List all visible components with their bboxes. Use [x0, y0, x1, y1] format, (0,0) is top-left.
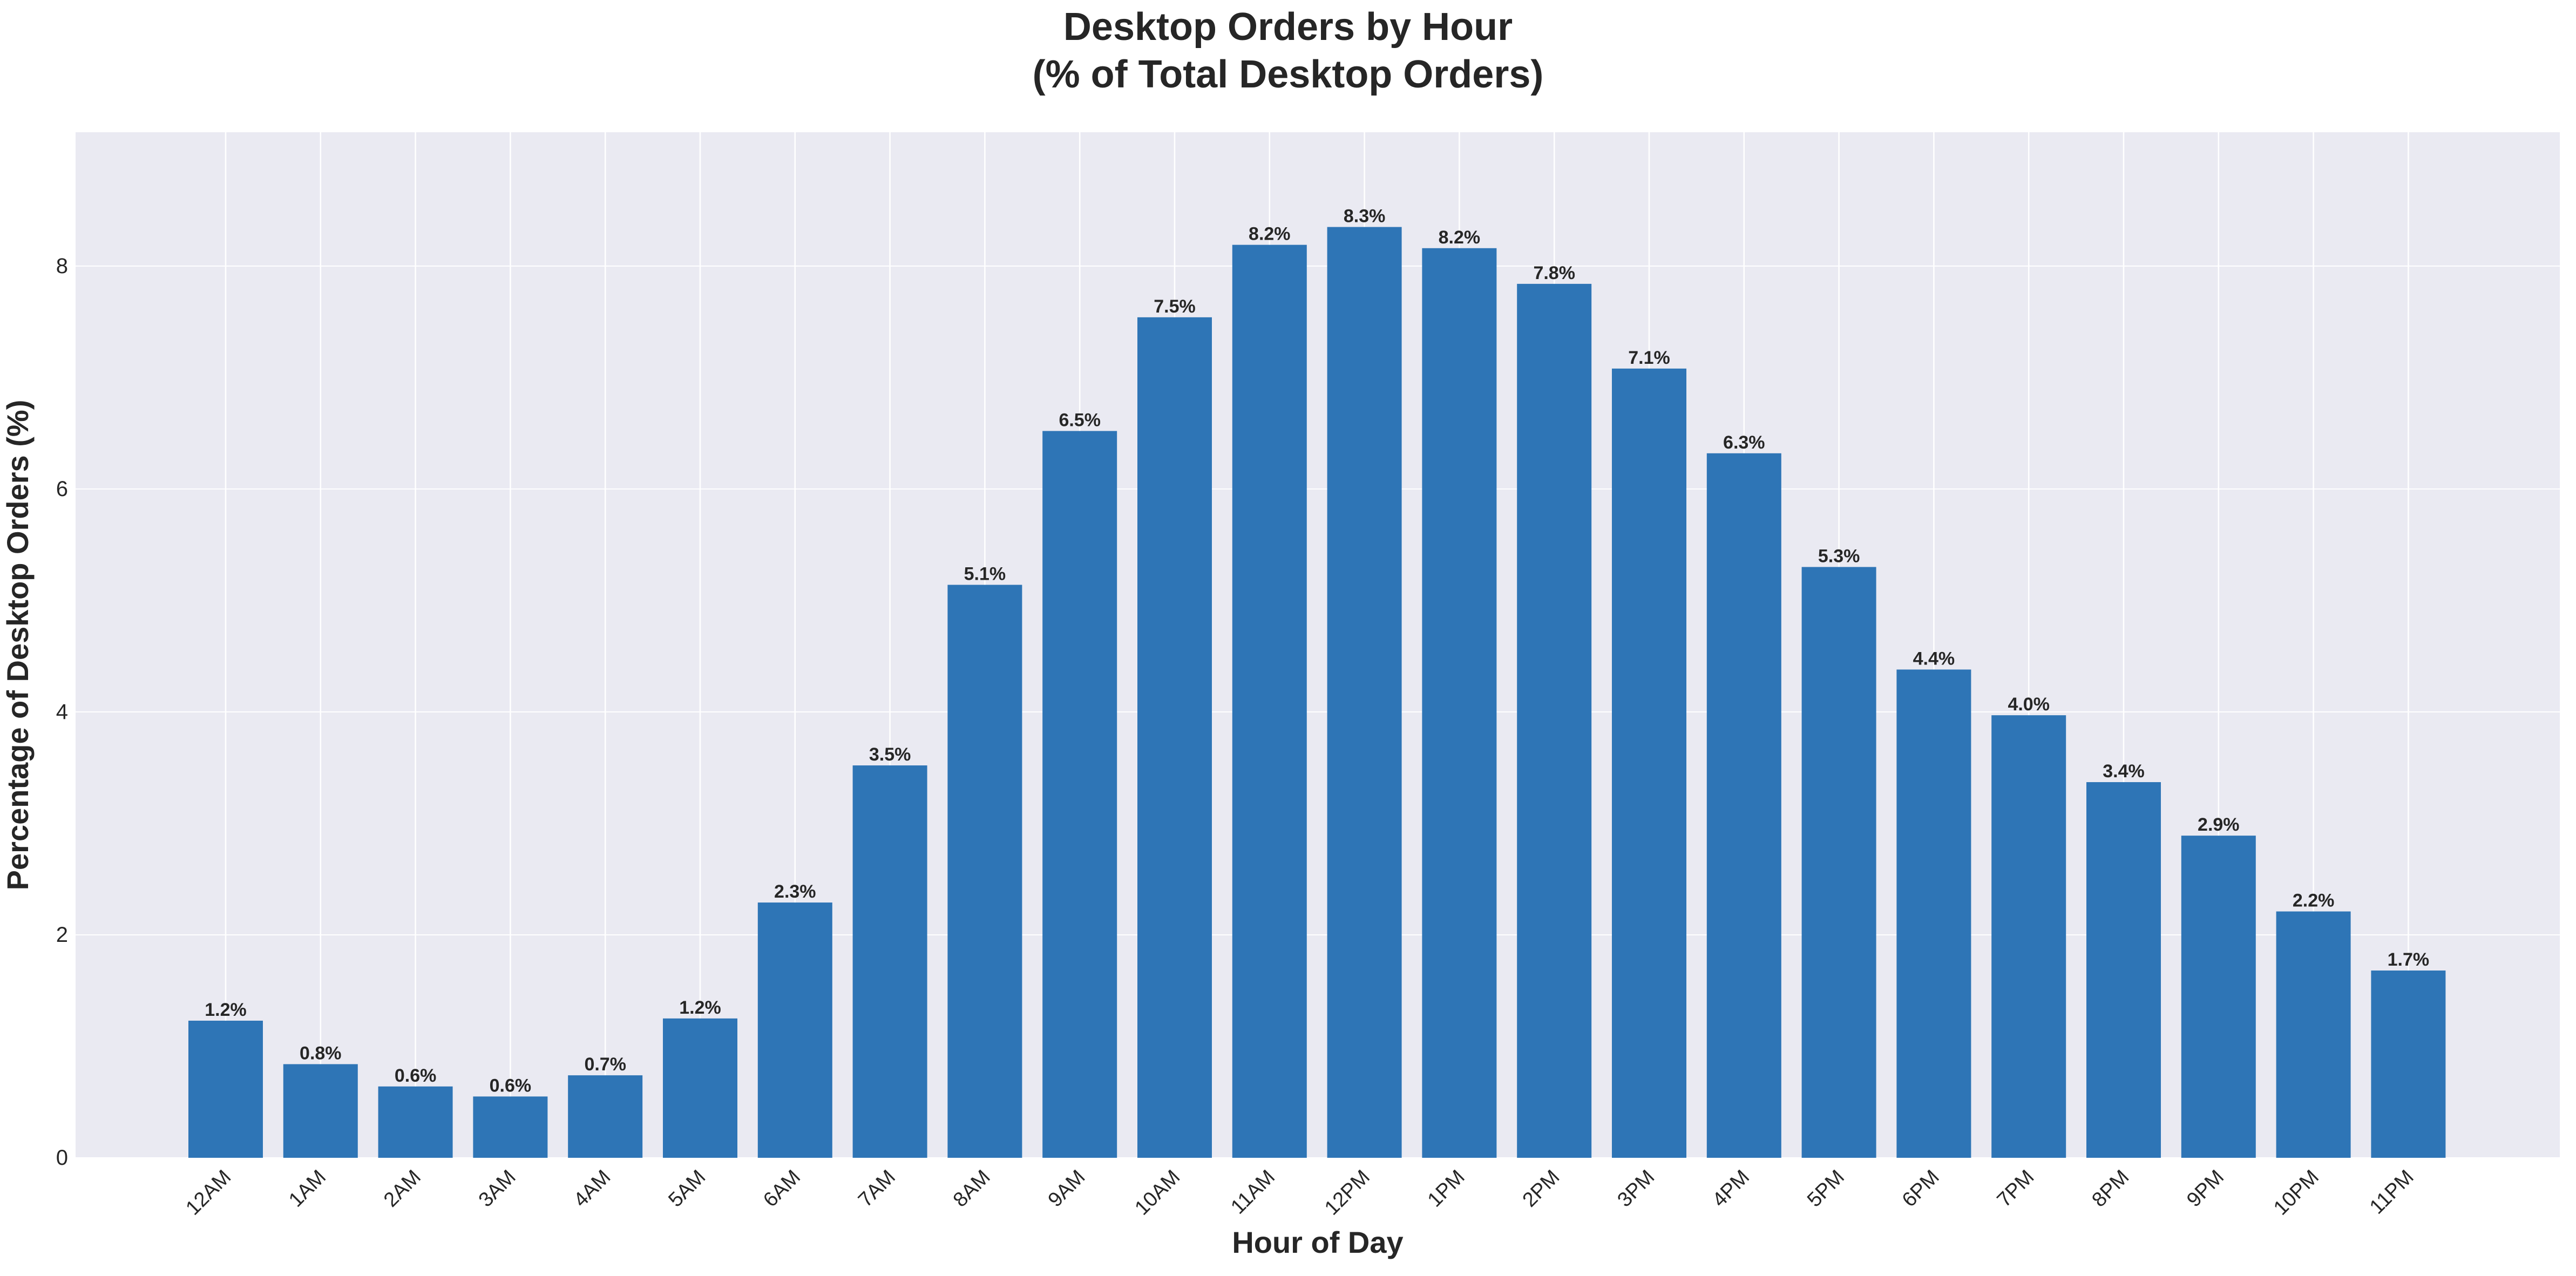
data-label-2am: 0.6% [395, 1065, 437, 1086]
x-tick-label: 12PM [1320, 1166, 1374, 1220]
x-tick-label: 11PM [2365, 1166, 2418, 1219]
x-tick-label: 7PM [1993, 1166, 2039, 1212]
bar-10pm [2276, 911, 2351, 1158]
x-axis-label: Hour of Day [1232, 1225, 1403, 1259]
x-tick-label: 6AM [759, 1166, 805, 1212]
bar-1pm [1422, 248, 1497, 1158]
y-tick-label: 0 [56, 1146, 68, 1170]
data-label-8pm: 3.4% [2103, 761, 2145, 782]
y-tick-label: 2 [56, 923, 68, 947]
data-label-7am: 3.5% [869, 744, 911, 765]
bar-3pm [1612, 368, 1686, 1158]
x-tick-label: 2AM [379, 1166, 425, 1212]
x-tick-label: 6PM [1898, 1166, 1944, 1212]
bar-5pm [1801, 567, 1876, 1158]
bar-6pm [1896, 669, 1971, 1158]
bar-6am [757, 902, 832, 1158]
data-label-10am: 7.5% [1154, 296, 1196, 317]
data-label-1pm: 8.2% [1439, 227, 1481, 248]
x-tick-label: 10PM [2269, 1166, 2323, 1220]
x-tick-label: 3AM [474, 1166, 520, 1212]
x-tick-label: 1PM [1423, 1166, 1469, 1212]
data-label-12am: 1.2% [205, 1000, 247, 1020]
bar-8pm [2086, 782, 2161, 1158]
bar-12pm [1327, 227, 1402, 1158]
y-tick-label: 6 [56, 477, 68, 501]
x-tick-label: 12AM [181, 1166, 235, 1220]
x-tick-label: 8AM [949, 1166, 995, 1212]
data-label-11am: 8.2% [1249, 224, 1291, 245]
data-labels: 1.2% 0.8% 0.6% 0.6% 0.7% 1.2% 2.3% 3.5% 5.1% 6.5%… [205, 206, 2429, 1096]
x-tick-label: 5AM [664, 1166, 710, 1212]
bar-4pm [1706, 453, 1781, 1158]
bar-4am [568, 1075, 643, 1158]
x-tick-label: 1AM [284, 1166, 330, 1212]
data-label-9am: 6.5% [1059, 410, 1101, 430]
x-tick-label: 10AM [1130, 1166, 1184, 1220]
bar-7pm [1991, 715, 2066, 1158]
data-label-6am: 2.3% [774, 881, 816, 902]
y-tick-labels: 0 2 4 6 8 [56, 254, 68, 1170]
bar-8am [947, 585, 1022, 1158]
x-tick-label: 4PM [1708, 1166, 1754, 1212]
data-label-3am: 0.6% [490, 1075, 532, 1096]
x-tick-label: 7AM [854, 1166, 900, 1212]
data-label-5am: 1.2% [679, 997, 721, 1018]
x-tick-label: 5PM [1803, 1166, 1849, 1212]
y-tick-label: 4 [56, 700, 68, 724]
bar-2pm [1517, 283, 1592, 1158]
chart-title-line2: (% of Total Desktop Orders) [1033, 53, 1544, 96]
x-tick-label: 3PM [1613, 1166, 1659, 1212]
data-label-5pm: 5.3% [1818, 546, 1860, 566]
x-tick-label: 8PM [2087, 1166, 2133, 1212]
bar-11pm [2371, 970, 2446, 1158]
bar-5am [663, 1018, 737, 1158]
bars [188, 227, 2446, 1158]
data-label-3pm: 7.1% [1628, 348, 1670, 368]
data-label-2pm: 7.8% [1533, 263, 1575, 283]
data-label-9pm: 2.9% [2198, 815, 2240, 835]
data-label-12pm: 8.3% [1344, 206, 1386, 227]
bar-10am [1137, 317, 1212, 1158]
data-label-7pm: 4.0% [2008, 694, 2050, 715]
chart-title-line1: Desktop Orders by Hour [1063, 5, 1513, 49]
bar-9am [1042, 431, 1117, 1158]
data-label-10pm: 2.2% [2293, 891, 2335, 911]
data-label-1am: 0.8% [300, 1043, 342, 1064]
data-label-4pm: 6.3% [1723, 432, 1765, 453]
data-label-4am: 0.7% [584, 1054, 626, 1075]
y-axis-label: Percentage of Desktop Orders (%) [1, 400, 35, 891]
x-tick-labels: 12AM 1AM 2AM 3AM 4AM 5AM 6AM 7AM 8AM 9AM 10AM 11AM 1… [181, 1166, 2418, 1220]
x-tick-label: 11AM [1226, 1166, 1279, 1219]
bar-3am [473, 1096, 548, 1158]
bar-1am [283, 1064, 358, 1158]
data-label-6pm: 4.4% [1913, 648, 1955, 669]
x-tick-label: 4AM [570, 1166, 615, 1212]
x-tick-label: 2PM [1519, 1166, 1564, 1212]
bar-7am [852, 765, 927, 1158]
data-label-8am: 5.1% [964, 564, 1006, 584]
bar-9pm [2181, 836, 2256, 1158]
data-label-11pm: 1.7% [2388, 949, 2430, 970]
bar-11am [1232, 245, 1307, 1158]
y-tick-label: 8 [56, 254, 68, 278]
x-tick-label: 9PM [2182, 1166, 2228, 1212]
bar-12am [188, 1020, 263, 1158]
bar-2am [378, 1086, 453, 1158]
x-tick-label: 9AM [1044, 1166, 1090, 1212]
